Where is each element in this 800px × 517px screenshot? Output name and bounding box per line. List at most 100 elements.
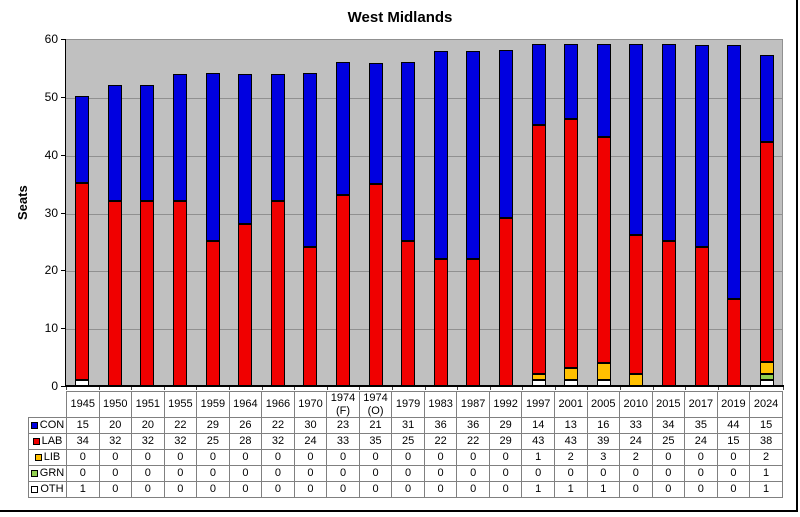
year-header-cell: 1997	[521, 390, 555, 419]
value-cell: 1	[521, 481, 555, 499]
x-tick-mark	[392, 387, 393, 390]
x-tick-mark	[327, 387, 328, 390]
value-cell: 21	[358, 417, 393, 435]
value-cell: 32	[163, 433, 198, 451]
year-header-cell: 1959	[196, 390, 230, 419]
bar-segment-lab-1955	[173, 201, 187, 386]
value-cell: 1	[521, 449, 555, 467]
bar-segment-con-1970	[303, 73, 317, 247]
value-cell: 24	[684, 433, 718, 451]
y-tick-mark	[61, 213, 65, 214]
gridline	[66, 329, 783, 331]
value-cell: 0	[66, 449, 100, 467]
bar-segment-lib-1997	[532, 374, 546, 380]
value-cell: 38	[749, 433, 783, 451]
bar-segment-con-1983	[434, 51, 448, 259]
value-cell: 0	[196, 449, 230, 467]
y-tick-label: 40	[44, 147, 58, 162]
value-cell: 0	[391, 449, 425, 467]
bar-segment-lab-2017	[695, 247, 709, 386]
x-tick-mark	[620, 387, 621, 390]
bar-segment-lab-1979	[401, 241, 415, 386]
value-cell: 0	[131, 465, 165, 483]
value-cell: 0	[358, 465, 393, 483]
y-tick-label: 30	[44, 205, 58, 220]
legend-label: CON	[39, 419, 65, 432]
y-tick-label: 20	[44, 263, 58, 278]
table-header-row: 1945 1950 1951 1955 1959 1964 1966 1970 1974 (F)…	[29, 390, 783, 419]
y-tick-label: 60	[44, 32, 58, 46]
value-cell: 0	[98, 465, 133, 483]
bar-segment-con-1959	[206, 73, 220, 241]
legend-cell-grn: GRN	[28, 465, 67, 483]
bar-segment-grn-2024	[760, 374, 774, 380]
value-cell: 0	[326, 465, 360, 483]
year-header-cell: 1983	[423, 390, 458, 419]
table-row-oth: OTH 1 0 0 0 0 0 0 0 0 0 0 0 0 0 1 1 1 0 0 0 0 1	[28, 481, 783, 499]
value-cell: 0	[716, 449, 751, 467]
value-cell: 0	[391, 481, 425, 499]
year-header-cell: 2010	[619, 390, 653, 419]
gridline	[66, 155, 783, 157]
value-cell: 0	[66, 465, 100, 483]
value-cell: 2	[749, 449, 783, 467]
value-cell: 23	[326, 417, 360, 435]
bar-segment-con-2001	[564, 44, 578, 119]
x-tick-mark	[66, 387, 67, 390]
value-cell: 22	[456, 433, 490, 451]
value-cell: 14	[521, 417, 555, 435]
value-cell: 31	[391, 417, 425, 435]
legend-cell-lab: LAB	[28, 433, 67, 451]
x-tick-mark	[131, 387, 132, 390]
value-cell: 33	[326, 433, 360, 451]
table-corner-blank	[29, 392, 67, 418]
value-cell: 0	[131, 481, 165, 499]
x-tick-mark	[522, 387, 523, 390]
x-tick-mark	[425, 387, 426, 390]
legend-swatch-oth	[31, 486, 39, 494]
value-cell: 44	[716, 417, 751, 435]
bar-segment-lab-1964	[238, 224, 252, 386]
value-cell: 0	[684, 449, 718, 467]
y-tick-mark	[61, 328, 65, 329]
value-cell: 0	[228, 449, 263, 467]
year-header-cell: 1950	[98, 390, 133, 419]
x-tick-mark	[783, 387, 784, 390]
year-header-cell: 1974 (F)	[326, 390, 360, 419]
bar-segment-con-1966	[271, 74, 285, 201]
year-header-cell: 1992	[488, 390, 523, 419]
value-cell: 0	[619, 481, 653, 499]
bar-segment-con-1974 (F)	[336, 62, 350, 195]
bar-segment-con-2010	[629, 44, 643, 235]
bar-segment-lab-1987	[466, 259, 480, 386]
y-tick-mark	[61, 97, 65, 98]
y-tick-label: 50	[44, 89, 58, 104]
legend-cell-lib: LIB	[28, 449, 67, 467]
legend-swatch-lab	[32, 438, 40, 446]
x-tick-mark	[262, 387, 263, 390]
bar-segment-lab-2019	[727, 299, 741, 386]
bar-segment-con-1964	[238, 74, 252, 224]
bar-segment-con-2017	[695, 45, 709, 247]
value-cell: 2	[619, 449, 653, 467]
y-tick-mark	[61, 386, 65, 387]
value-cell: 1	[749, 465, 783, 483]
value-cell: 0	[261, 481, 295, 499]
value-cell: 13	[553, 417, 588, 435]
bar-segment-lab-1970	[303, 247, 317, 386]
y-tick-mark	[61, 270, 65, 271]
value-cell: 20	[98, 417, 133, 435]
value-cell: 0	[293, 481, 328, 499]
value-cell: 0	[423, 481, 458, 499]
value-cell: 0	[716, 481, 751, 499]
bar-segment-lab-1992	[499, 218, 513, 386]
value-cell: 30	[293, 417, 328, 435]
value-cell: 39	[586, 433, 621, 451]
value-cell: 26	[228, 417, 263, 435]
year-header-cell: 1964	[228, 390, 263, 419]
year-header-cell: 1966	[261, 390, 295, 419]
value-cell: 16	[586, 417, 621, 435]
bar-segment-lab-1974 (F)	[336, 195, 350, 386]
x-tick-mark	[359, 387, 360, 390]
